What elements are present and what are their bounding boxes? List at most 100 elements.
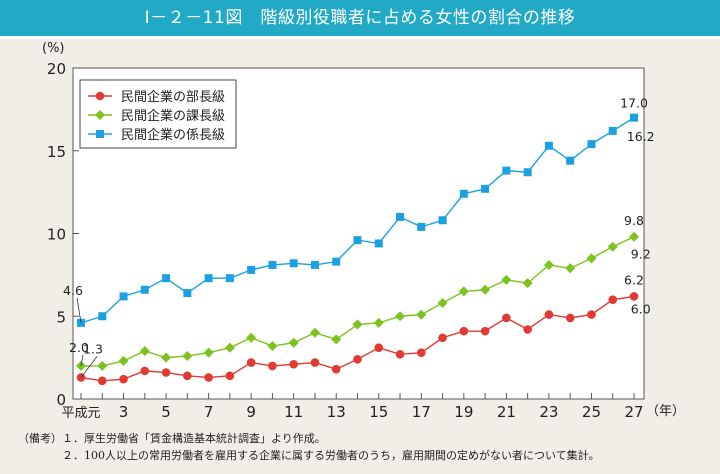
data-point [95, 91, 105, 101]
x-tick-label: 9 [246, 403, 256, 421]
data-point [182, 350, 193, 361]
x-tick-label: 平成元 [61, 406, 100, 421]
data-label: 4.6 [63, 283, 83, 298]
data-label: 9.2 [631, 247, 651, 262]
x-tick-label: 13 [327, 403, 346, 421]
annotation-leader [76, 297, 82, 323]
data-point [289, 259, 298, 268]
data-point [97, 360, 108, 371]
data-point [204, 373, 213, 382]
x-tick-label: 17 [412, 403, 431, 421]
legend-label: 民間企業の課長級 [121, 108, 225, 124]
data-point [438, 333, 447, 343]
y-tick-label: 20 [47, 60, 66, 78]
data-point [395, 350, 405, 359]
data-point [396, 212, 405, 221]
legend-label: 民間企業の部長級 [121, 89, 225, 105]
data-point [96, 130, 104, 138]
data-point [437, 298, 448, 309]
data-point [502, 313, 511, 323]
data-point [246, 332, 257, 343]
data-point [183, 371, 192, 381]
data-point [98, 312, 107, 321]
data-point [352, 319, 363, 330]
annotation-leader [80, 356, 98, 378]
data-point [353, 236, 362, 245]
data-point [331, 364, 341, 374]
data-point [140, 366, 150, 376]
data-point [417, 222, 426, 231]
data-point [480, 326, 490, 336]
x-tick-label: 27 [624, 403, 643, 421]
legend-label: 民間企業の係長級 [121, 127, 225, 143]
data-point [565, 263, 576, 274]
data-label: 9.8 [624, 213, 644, 228]
data-point [119, 292, 128, 301]
data-point [608, 126, 617, 135]
data-point [459, 189, 468, 198]
x-tick-label: 7 [204, 403, 214, 421]
series-2 [77, 113, 638, 327]
data-point [331, 334, 342, 345]
data-point [224, 342, 235, 353]
data-point [268, 260, 277, 269]
data-point [544, 310, 554, 319]
data-point [139, 346, 150, 357]
data-label: 16.2 [627, 129, 655, 144]
data-point [523, 168, 532, 177]
note-1: （備考）１．厚生労働省「賃金構造基本統計調査」より作成。 [18, 432, 326, 445]
x-tick-label: 23 [539, 403, 558, 421]
data-point [438, 216, 447, 225]
x-tick-label: 3 [119, 403, 129, 421]
annotation-leader [80, 354, 84, 366]
data-point [140, 285, 149, 294]
data-point [373, 317, 384, 328]
data-label: 6.2 [624, 272, 644, 287]
data-label: 6.0 [631, 302, 651, 317]
data-point [543, 259, 554, 270]
data-point [395, 311, 406, 322]
data-point [523, 325, 532, 334]
y-tick-label: 0 [56, 391, 66, 409]
data-point [118, 355, 129, 366]
data-point [566, 156, 575, 165]
data-point [204, 274, 213, 283]
data-point [162, 274, 171, 283]
x-tick-label: 25 [582, 403, 601, 421]
data-point [288, 337, 299, 348]
data-point [629, 231, 639, 242]
data-label: 2.0 [69, 340, 89, 355]
data-point [310, 358, 320, 367]
data-point [587, 140, 596, 149]
note-2: ２．100人以上の常用労働者を雇用する企業に属する労働者のうち，雇用期間の定めが… [62, 449, 600, 462]
series-1 [76, 231, 639, 371]
data-point [374, 239, 383, 248]
data-point [629, 292, 639, 301]
x-tick-label: 21 [497, 403, 516, 421]
series-0 [76, 292, 639, 386]
data-point [416, 309, 427, 320]
data-point [203, 347, 214, 358]
x-tick-label: 5 [161, 403, 171, 421]
data-point [161, 352, 172, 363]
data-point [119, 374, 128, 384]
y-tick-label: 10 [47, 226, 66, 244]
data-point [268, 361, 277, 371]
y-tick-label: 5 [56, 308, 66, 326]
data-point [225, 274, 234, 283]
data-point [522, 278, 533, 289]
data-point [95, 110, 105, 120]
data-point [97, 376, 107, 386]
data-point [586, 253, 597, 264]
data-point [374, 343, 384, 352]
data-label: 17.0 [620, 96, 648, 111]
data-point [309, 327, 320, 338]
data-label: 1.3 [83, 341, 103, 356]
data-point [417, 348, 426, 357]
y-tick-label: 15 [47, 143, 66, 161]
data-point [607, 241, 618, 252]
data-point [544, 141, 553, 150]
data-point [480, 284, 491, 295]
data-point [267, 341, 278, 352]
